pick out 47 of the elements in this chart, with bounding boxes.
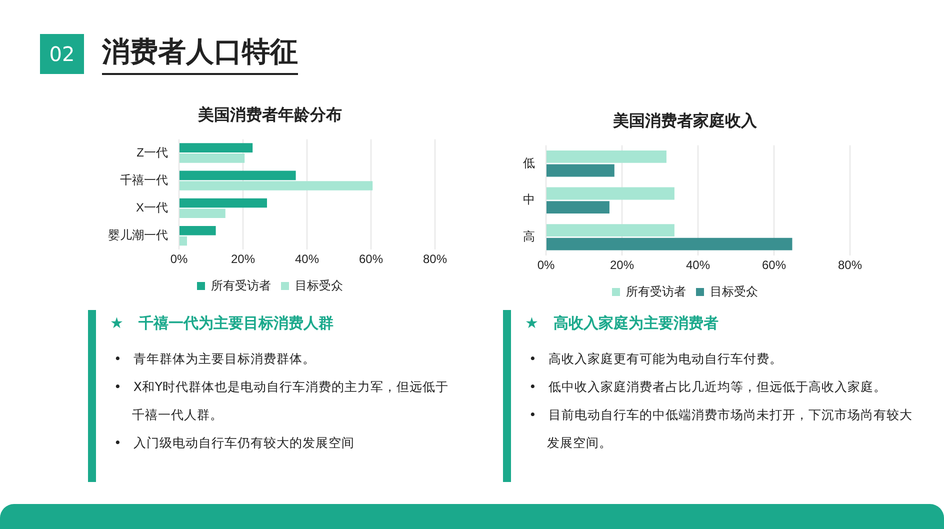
bar bbox=[180, 198, 267, 208]
bar bbox=[546, 238, 792, 250]
legend-label: 所有受访者 bbox=[211, 278, 271, 292]
text: • 低中收入家庭消费者占比几近均等，但远低于高收入家庭。 bbox=[529, 378, 888, 396]
x-tick-label: 60% bbox=[762, 258, 786, 272]
x-tick-label: 0% bbox=[537, 258, 555, 272]
bar bbox=[180, 154, 245, 163]
bar bbox=[180, 236, 187, 246]
legend-label: 所有受访者 bbox=[626, 284, 686, 298]
text: • 高收入家庭更有可能为电动自行车付费。 bbox=[529, 350, 784, 368]
x-tick-label: 60% bbox=[358, 252, 384, 266]
bar bbox=[546, 224, 674, 237]
x-tick-label: 80% bbox=[838, 258, 862, 272]
bar bbox=[180, 181, 373, 190]
bar bbox=[180, 170, 296, 180]
legend-label: 目标受众 bbox=[710, 284, 758, 298]
text: • 青年群体为主要目标消费群体。 bbox=[114, 350, 316, 368]
text: • X和Y时代群体也是电动自行车消费的主力军，但远低于千禧一代人群。 bbox=[114, 378, 450, 424]
text: 消费者人口特征 bbox=[102, 35, 298, 68]
bar bbox=[546, 164, 614, 177]
y-tick-label: 高 bbox=[523, 230, 535, 244]
bar bbox=[546, 201, 610, 214]
bar bbox=[546, 150, 666, 163]
chart-title: 美国消费者家庭收入 bbox=[612, 111, 758, 130]
y-tick-label: 中 bbox=[523, 192, 535, 207]
y-tick-label: Z一代 bbox=[136, 145, 168, 160]
x-tick-label: 20% bbox=[230, 252, 256, 266]
x-tick-label: 80% bbox=[422, 252, 448, 266]
text: • 目前电动自行车的中低端消费市场尚未打开，下沉市场尚有较大发展空间。 bbox=[529, 406, 914, 452]
text: ★ 高收入家庭为主要消费者 bbox=[525, 314, 719, 333]
chart-title: 美国消费者年龄分布 bbox=[197, 105, 342, 124]
bar bbox=[546, 187, 674, 200]
y-tick-label: X一代 bbox=[136, 200, 168, 215]
bar bbox=[180, 226, 216, 236]
bar bbox=[180, 143, 253, 152]
y-tick-label: 婴儿潮一代 bbox=[108, 228, 168, 242]
x-tick-label: 0% bbox=[170, 252, 188, 266]
y-tick-label: 低 bbox=[523, 156, 535, 170]
y-tick-label: 千禧一代 bbox=[120, 172, 168, 187]
x-tick-label: 20% bbox=[610, 258, 634, 272]
x-tick-label: 40% bbox=[294, 252, 320, 266]
bar bbox=[180, 208, 226, 218]
x-tick-label: 40% bbox=[686, 258, 710, 272]
legend-label: 目标受众 bbox=[295, 278, 343, 292]
text: 02 bbox=[40, 34, 84, 74]
text: ★ 千禧一代为主要目标消费人群 bbox=[110, 314, 334, 333]
text: • 入门级电动自行车仍有较大的发展空间 bbox=[114, 434, 356, 452]
